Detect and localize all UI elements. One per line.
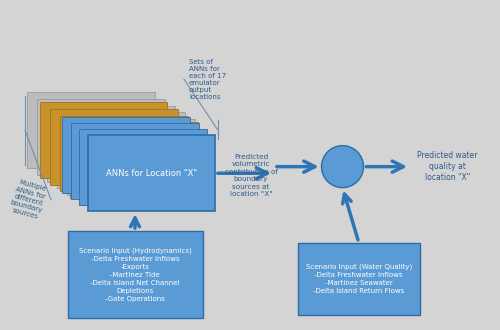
- FancyBboxPatch shape: [58, 112, 185, 188]
- Text: Scenario Input (Water Quality)
-Delta Freshwater Inflows
-Martinez Seawater
-Del: Scenario Input (Water Quality) -Delta Fr…: [306, 264, 412, 294]
- FancyBboxPatch shape: [71, 123, 198, 199]
- FancyBboxPatch shape: [68, 119, 195, 195]
- Text: Sets of
ANNs for
each of 17
emulator
output
locations: Sets of ANNs for each of 17 emulator out…: [189, 59, 226, 100]
- FancyBboxPatch shape: [40, 102, 168, 178]
- FancyBboxPatch shape: [28, 92, 155, 168]
- Text: Predicted
volumetric
contribution of
boundary
sources at
location "X": Predicted volumetric contribution of bou…: [224, 154, 278, 197]
- Text: ANNs for Location "X": ANNs for Location "X": [106, 169, 197, 178]
- FancyBboxPatch shape: [88, 135, 215, 211]
- FancyBboxPatch shape: [60, 115, 188, 191]
- Text: Multiple
ANNs for
different
boundary
sources: Multiple ANNs for different boundary sou…: [8, 179, 49, 220]
- FancyBboxPatch shape: [50, 109, 178, 185]
- FancyBboxPatch shape: [62, 117, 190, 193]
- FancyBboxPatch shape: [298, 243, 420, 315]
- Text: Predicted water
quality at
location "X": Predicted water quality at location "X": [417, 151, 478, 182]
- FancyBboxPatch shape: [68, 231, 202, 318]
- FancyBboxPatch shape: [70, 122, 198, 198]
- Ellipse shape: [322, 146, 364, 188]
- FancyBboxPatch shape: [80, 129, 207, 205]
- Text: Scenario Input (Hydrodynamics)
-Delta Freshwater Inflows
-Exports
-Martinez Tide: Scenario Input (Hydrodynamics) -Delta Fr…: [78, 248, 192, 302]
- FancyBboxPatch shape: [48, 106, 175, 182]
- FancyBboxPatch shape: [38, 99, 165, 175]
